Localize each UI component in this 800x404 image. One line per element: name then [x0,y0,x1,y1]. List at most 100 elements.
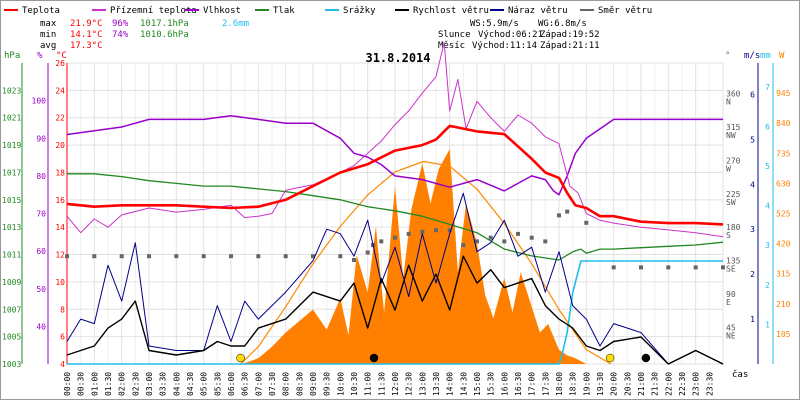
tick-label-time: 04:30 [186,372,195,396]
tick-label-time: 13:00 [418,372,427,396]
moon-label: Měsíc [438,41,465,51]
wind-direction-point [543,239,548,244]
tick-label-direction-name: SE [726,265,736,274]
wind-direction-point [639,265,643,270]
tick-label-time: 17:30 [541,372,550,396]
tick-label-humidity: 60 [36,247,46,256]
tick-label-temp: 12 [55,251,65,260]
tick-label-pressure: 1005 [2,333,21,342]
plot-area [65,42,725,365]
axes: 1003100510071009101110131015101710191021… [2,59,791,396]
tick-label-direction-name: E [726,298,731,307]
tick-label-time: 02:30 [131,372,140,396]
tick-label-time: 13:30 [432,372,441,396]
tick-label-time: 00:00 [63,372,72,396]
wind-direction-point [65,254,69,259]
tick-label-time: 03:00 [145,372,154,396]
legend: Teplota Přízemní teplota Vlhkost Tlak Srážky… [4,6,652,16]
wind-direction-point [365,250,370,255]
tick-label-time: 15:00 [473,372,482,396]
tick-label-pressure: 1017 [2,168,21,177]
legend-item: Rychlost větru [413,6,489,16]
tick-label-time: 20:00 [610,372,619,396]
wind-direction-point [584,220,589,225]
tick-label-time: 22:30 [678,372,687,396]
tick-label-time: 11:00 [364,372,373,396]
tick-label-direction-name: S [726,231,731,240]
tick-label-time: 10:30 [350,372,359,396]
tick-label-rain: 7 [765,83,770,92]
tick-label-direction-name: SW [726,198,736,207]
wind-direction-point [565,209,570,214]
stat-min-humidity: 74% [112,30,129,40]
solar-radiation-area [241,149,587,364]
tick-label-solar: 420 [776,240,791,249]
tick-label-direction-name: NW [726,131,736,140]
tick-label-temp: 16 [55,196,65,205]
sunrise-time: Východ:06:21 [478,30,543,40]
tick-label-pressure: 1011 [2,251,21,260]
tick-label-time: 01:00 [90,372,99,396]
tick-label-time: 21:30 [651,372,660,396]
wind-direction-point [201,254,206,259]
tick-label-humidity: 70 [36,210,46,219]
sun-label: Slunce [438,30,471,40]
tick-label-time: 01:30 [104,372,113,396]
tick-label-time: 23:30 [705,372,714,396]
tick-label-solar: 105 [776,330,791,339]
tick-label-direction-name: N [726,97,731,106]
axis-units: hPa % °C ° m/s mm W čas [4,51,785,380]
tick-label-time: 09:00 [309,372,318,396]
tick-label-pressure: 1019 [2,141,21,150]
legend-item: Srážky [343,6,376,16]
tick-label-time: 19:30 [596,372,605,396]
wind-direction-point [379,239,384,244]
wind-direction-point [529,235,534,240]
tick-label-pressure: 1009 [2,278,21,287]
tick-label-temp: 10 [55,278,65,287]
tick-label-direction: 270 [726,156,741,165]
unit-direction: ° [725,51,730,61]
tick-label-time: 20:30 [623,372,632,396]
tick-label-solar: 945 [776,89,791,98]
wind-direction-point [311,254,315,259]
wind-direction-point [475,239,479,244]
tick-label-time: 14:00 [446,372,455,396]
stat-max-humidity: 96% [112,19,129,29]
unit-rain: mm [760,51,771,61]
tick-label-temp: 4 [60,360,65,369]
legend-item: Náraz větru [508,6,568,16]
legend-item: Směr větru [598,6,652,16]
tick-label-time: 05:30 [213,372,222,396]
tick-label-direction: 225 [726,190,741,199]
tick-label-humidity: 50 [36,285,46,294]
stat-max-pressure: 1017.1hPa [140,19,189,29]
legend-item: Teplota [22,6,60,16]
tick-label-rain: 6 [765,122,770,131]
tick-label-time: 22:00 [664,372,673,396]
wind-direction-point [119,254,124,259]
wind-direction-point [229,254,233,259]
legend-item: Tlak [273,6,295,16]
sunset-marker [605,353,615,363]
tick-label-time: 08:30 [295,372,304,396]
tick-label-rain: 3 [765,241,770,250]
stat-avg-label: avg [40,41,56,51]
moonrise-marker [369,353,379,363]
tick-label-solar: 210 [776,300,791,309]
wind-direction-point [406,231,411,236]
wind-direction-point [147,254,151,259]
tick-label-direction-name: W [726,164,731,173]
wind-speed-readout: WS:5.9m/s [470,19,519,29]
tick-label-pressure: 1023 [2,86,21,95]
tick-label-rain: 2 [765,281,770,290]
tick-label-time: 03:30 [159,372,168,396]
tick-label-direction: 315 [726,123,741,132]
tick-label-direction: 90 [726,290,736,299]
tick-label-direction: 360 [726,89,741,98]
tick-label-time: 17:00 [528,372,537,396]
tick-label-temp: 14 [55,223,65,232]
unit-time: čas [732,369,748,380]
